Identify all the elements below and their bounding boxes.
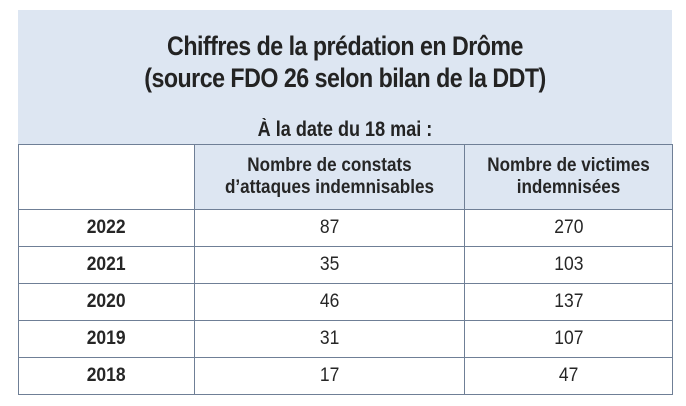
year-cell: 2019: [18, 320, 195, 358]
victimes-cell: 107: [464, 320, 673, 358]
victimes-cell: 137: [464, 283, 673, 321]
predation-data-table: Nombre de constats d’attaques indemnisab…: [18, 144, 673, 395]
year-cell: 2021: [18, 246, 195, 284]
column-header-constats-line2: d’attaques indemnisables: [224, 177, 435, 198]
title-line-1: Chiffres de la prédation en Drôme: [167, 31, 523, 61]
table-header-band: Chiffres de la prédation en Drôme (sourc…: [18, 10, 672, 144]
constats-cell: 87: [194, 209, 465, 247]
year-cell: 2022: [18, 209, 195, 247]
corner-cell: [18, 144, 195, 210]
table-row: 2021 35 103: [18, 246, 673, 284]
column-header-victimes: Nombre de victimes indemnisées: [464, 144, 673, 210]
table-row: 2020 46 137: [18, 283, 673, 321]
column-header-constats-line1: Nombre de constats: [247, 155, 412, 176]
victimes-cell: 47: [464, 357, 673, 395]
constats-cell: 31: [194, 320, 465, 358]
table-row: 2022 87 270: [18, 209, 673, 247]
table-row: 2019 31 107: [18, 320, 673, 358]
constats-cell: 17: [194, 357, 465, 395]
constats-cell: 35: [194, 246, 465, 284]
table-header-row: Nombre de constats d’attaques indemnisab…: [18, 144, 673, 210]
constats-cell: 46: [194, 283, 465, 321]
victimes-cell: 103: [464, 246, 673, 284]
title-line-2: (source FDO 26 selon bilan de la DDT): [144, 63, 546, 93]
column-header-constats: Nombre de constats d’attaques indemnisab…: [194, 144, 465, 210]
column-header-victimes-line2: indemnisées: [516, 177, 621, 198]
year-cell: 2018: [18, 357, 195, 395]
column-header-victimes-line1: Nombre de victimes: [487, 155, 650, 176]
table-row: 2018 17 47: [18, 357, 673, 395]
year-cell: 2020: [18, 283, 195, 321]
victimes-cell: 270: [464, 209, 673, 247]
date-subtitle: À la date du 18 mai :: [257, 118, 433, 141]
